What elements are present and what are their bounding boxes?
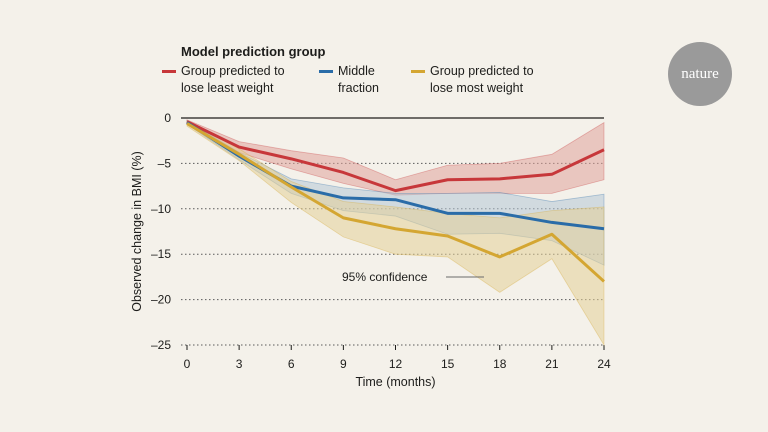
legend-label-most-weight: Group predicted to lose most weight — [430, 64, 534, 95]
confidence-band-least-weight — [186, 119, 605, 196]
x-tick-label: 12 — [389, 357, 403, 371]
x-tick-label: 24 — [597, 357, 611, 371]
x-tick-label: 6 — [288, 357, 295, 371]
legend-label-middle: Middle fraction — [338, 64, 379, 95]
nature-logo-text: nature — [681, 65, 719, 82]
y-axis-title: Observed change in BMI (%) — [130, 151, 144, 312]
nature-logo: nature — [668, 42, 732, 106]
confidence-band-most-weight — [186, 120, 605, 347]
legend-swatch-middle — [319, 70, 333, 73]
y-tick-label: –20 — [151, 293, 171, 307]
legend-title: Model prediction group — [181, 44, 326, 59]
legend-swatch-most-weight — [411, 70, 425, 73]
x-tick-label: 21 — [545, 357, 559, 371]
series-line-most-weight — [186, 122, 606, 283]
x-tick-label: 15 — [441, 357, 455, 371]
y-tick-label: –15 — [151, 247, 171, 261]
x-tick-label: 18 — [493, 357, 507, 371]
x-tick-label: 3 — [236, 357, 243, 371]
legend-label-least-weight: Group predicted to lose least weight — [181, 64, 285, 95]
legend-swatch-least-weight — [162, 70, 176, 73]
y-tick-label: –10 — [151, 202, 171, 216]
x-axis-title: Time (months) — [355, 375, 435, 389]
x-tick-label: 0 — [184, 357, 191, 371]
y-tick-label: –25 — [151, 338, 171, 352]
y-tick-label: –5 — [158, 156, 172, 170]
y-tick-label: 0 — [164, 111, 171, 125]
annotation-95-confidence: 95% confidence — [342, 270, 428, 284]
x-tick-label: 9 — [340, 357, 347, 371]
series-line-least-weight — [186, 120, 605, 193]
